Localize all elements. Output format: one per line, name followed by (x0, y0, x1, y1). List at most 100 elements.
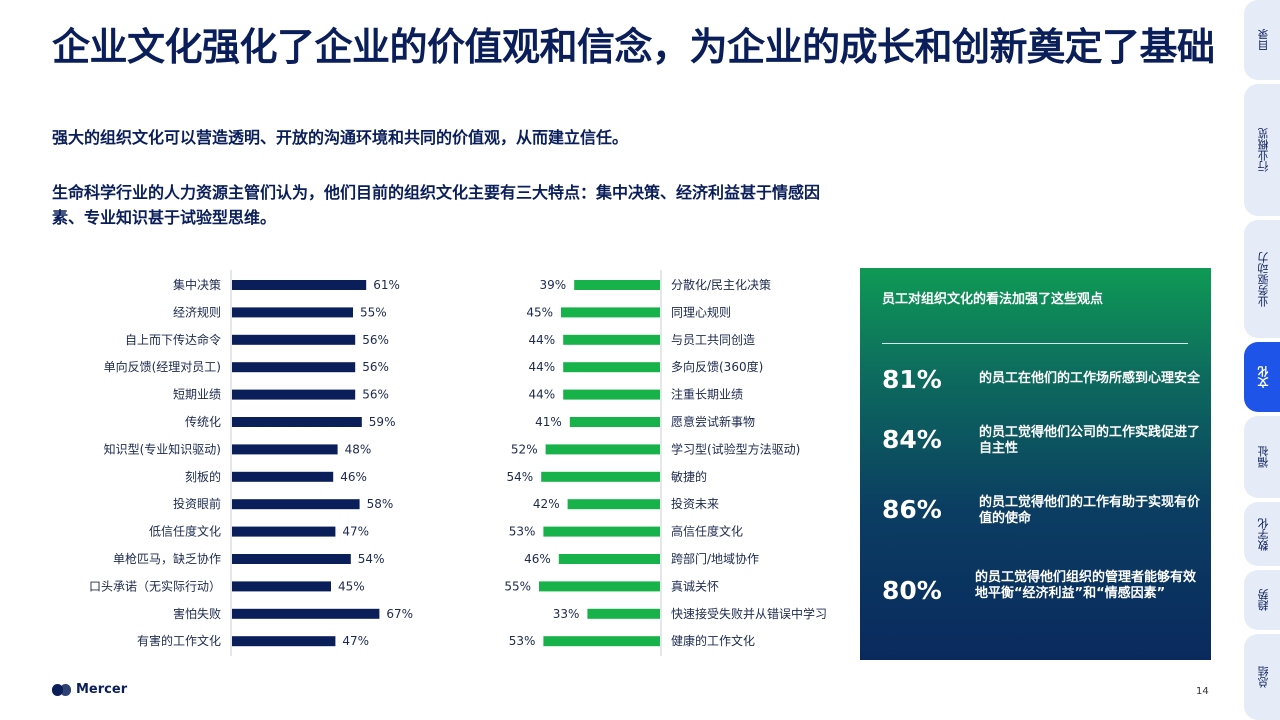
left-bar (232, 471, 334, 482)
tab-summary[interactable]: 总结 (1244, 634, 1280, 720)
left-category-label: 有害的工作文化 (137, 633, 221, 648)
left-value-label: 46% (340, 470, 367, 484)
right-value-label: 52% (511, 442, 538, 456)
right-category-label: 多向反馈(360度) (671, 359, 763, 374)
right-category-label: 分散化/民主化决策 (671, 277, 771, 292)
left-bar (232, 499, 360, 510)
tab-industry-overview[interactable]: 行业概览 (1244, 84, 1280, 216)
tab-label: 福祉 (1257, 446, 1270, 468)
left-bar (232, 389, 356, 400)
tab-label: 趋势 (1257, 589, 1270, 611)
tab-digital[interactable]: 数字化 (1244, 502, 1280, 566)
stat-value: 86% (882, 495, 942, 524)
right-bar (563, 334, 660, 345)
right-category-label: 跨部门/地域协作 (671, 551, 759, 566)
left-category-label: 低信任度文化 (149, 524, 221, 539)
tab-contents[interactable]: 目录 (1244, 0, 1280, 80)
right-category-label: 高信任度文化 (671, 524, 743, 539)
stat-text: 的员工在他们的工作场所感到心理安全 (979, 371, 1201, 386)
tab-trends[interactable]: 趋势 (1244, 570, 1280, 630)
tab-label: 数字化 (1257, 517, 1270, 551)
panel-title: 员工对组织文化的看法加强了这些观点 (882, 292, 1104, 307)
right-value-label: 46% (524, 552, 551, 566)
right-category-label: 注重长期业绩 (671, 387, 743, 402)
left-value-label: 59% (369, 415, 396, 429)
left-category-label: 口头承诺（无实际行动） (89, 578, 221, 593)
left-bar (232, 526, 336, 537)
right-value-label: 42% (533, 497, 560, 511)
left-value-label: 67% (386, 607, 413, 621)
right-category-label: 同理心规则 (671, 304, 731, 319)
employee-perception-panel: 员工对组织文化的看法加强了这些观点 81% 的员工在他们的工作场所感到心理安全 … (860, 268, 1211, 660)
left-bar (232, 307, 353, 318)
right-category-label: 真诚关怀 (671, 579, 719, 593)
right-bar (543, 636, 660, 647)
right-bar (543, 526, 660, 537)
left-bar (232, 280, 367, 290)
tab-culture[interactable]: 文化 (1244, 342, 1280, 412)
left-bar (232, 362, 356, 373)
stat-value: 81% (882, 365, 942, 394)
right-category-label: 敏捷的 (671, 469, 707, 484)
stat-text: 的员工觉得他们的工作有助于实现有价值的使命 (979, 495, 1201, 526)
right-category-label: 学习型(试验型方法驱动) (671, 441, 800, 456)
tab-label: 目录 (1257, 29, 1270, 51)
right-bar (545, 444, 660, 455)
right-value-label: 45% (526, 305, 553, 319)
stat-value: 80% (882, 576, 942, 605)
left-category-label: 单枪匹马，缺乏协作 (113, 551, 221, 566)
left-bar (232, 581, 331, 592)
left-value-label: 58% (367, 497, 394, 511)
right-category-label: 健康的工作文化 (671, 633, 755, 648)
mercer-logo-icon (52, 683, 72, 696)
left-value-label: 56% (362, 388, 389, 402)
left-bar (232, 334, 356, 345)
mercer-logo: Mercer (52, 682, 127, 697)
left-category-label: 集中决策 (173, 277, 221, 292)
page-title: 企业文化强化了企业的价值观和信念，为企业的成长和创新奠定了基础 (52, 25, 1215, 69)
left-value-label: 48% (345, 442, 372, 456)
right-value-label: 39% (540, 278, 567, 292)
tab-business-drivers[interactable]: 业务驱动力 (1244, 220, 1280, 338)
stat-text: 的员工觉得他们组织的管理者能够有效地平衡“经济利益”和“情感因素” (975, 570, 1197, 601)
right-bar (574, 280, 660, 290)
right-value-label: 44% (529, 333, 556, 347)
right-value-label: 55% (504, 579, 531, 593)
right-value-label: 53% (509, 525, 536, 539)
right-value-label: 41% (535, 415, 562, 429)
right-bar (563, 362, 660, 373)
right-bar (558, 554, 660, 564)
right-bar (567, 499, 660, 510)
left-category-label: 单向反馈(经理对员工) (104, 359, 221, 374)
left-bar (232, 417, 362, 427)
tab-label: 业务驱动力 (1257, 251, 1270, 307)
left-value-label: 47% (342, 634, 369, 648)
panel-divider (882, 343, 1188, 344)
stat-value: 84% (882, 425, 942, 454)
page-subtitle: 强大的组织文化可以营造透明、开放的沟通环境和共同的价值观，从而建立信任。 (52, 128, 629, 147)
left-category-label: 自上而下传达命令 (125, 332, 221, 347)
right-value-label: 44% (529, 360, 556, 374)
section-nav: 目录 行业概览 业务驱动力 文化 福祉 数字化 趋势 总结 (1244, 0, 1280, 720)
right-value-label: 54% (507, 470, 534, 484)
left-value-label: 45% (338, 579, 365, 593)
right-category-label: 投资未来 (671, 496, 719, 511)
tab-wellbeing[interactable]: 福祉 (1244, 416, 1280, 498)
left-bar (232, 444, 338, 455)
left-bar (232, 554, 351, 564)
left-value-label: 55% (360, 305, 387, 319)
right-bar (539, 581, 660, 592)
culture-comparison-chart: 集中决策 61% 经济规则 55% 自上而下传达命令 56% 单向反馈(经理对员工) 56% 短… (89, 270, 827, 656)
left-bar (232, 608, 380, 619)
right-bar (587, 608, 660, 619)
intro-text: 生命科学行业的人力资源主管们认为，他们目前的组织文化主要有三大特点：集中决策、经… (52, 183, 821, 227)
right-bar (561, 307, 660, 318)
left-category-label: 投资眼前 (173, 496, 221, 511)
left-bar (232, 636, 336, 647)
tab-label: 行业概览 (1257, 128, 1270, 172)
page-number: 14 (1196, 686, 1209, 697)
left-category-label: 刻板的 (185, 469, 221, 484)
left-category-label: 知识型(专业知识驱动) (104, 441, 221, 456)
right-category-label: 快速接受失败并从错误中学习 (671, 606, 827, 621)
left-value-label: 56% (362, 360, 389, 374)
